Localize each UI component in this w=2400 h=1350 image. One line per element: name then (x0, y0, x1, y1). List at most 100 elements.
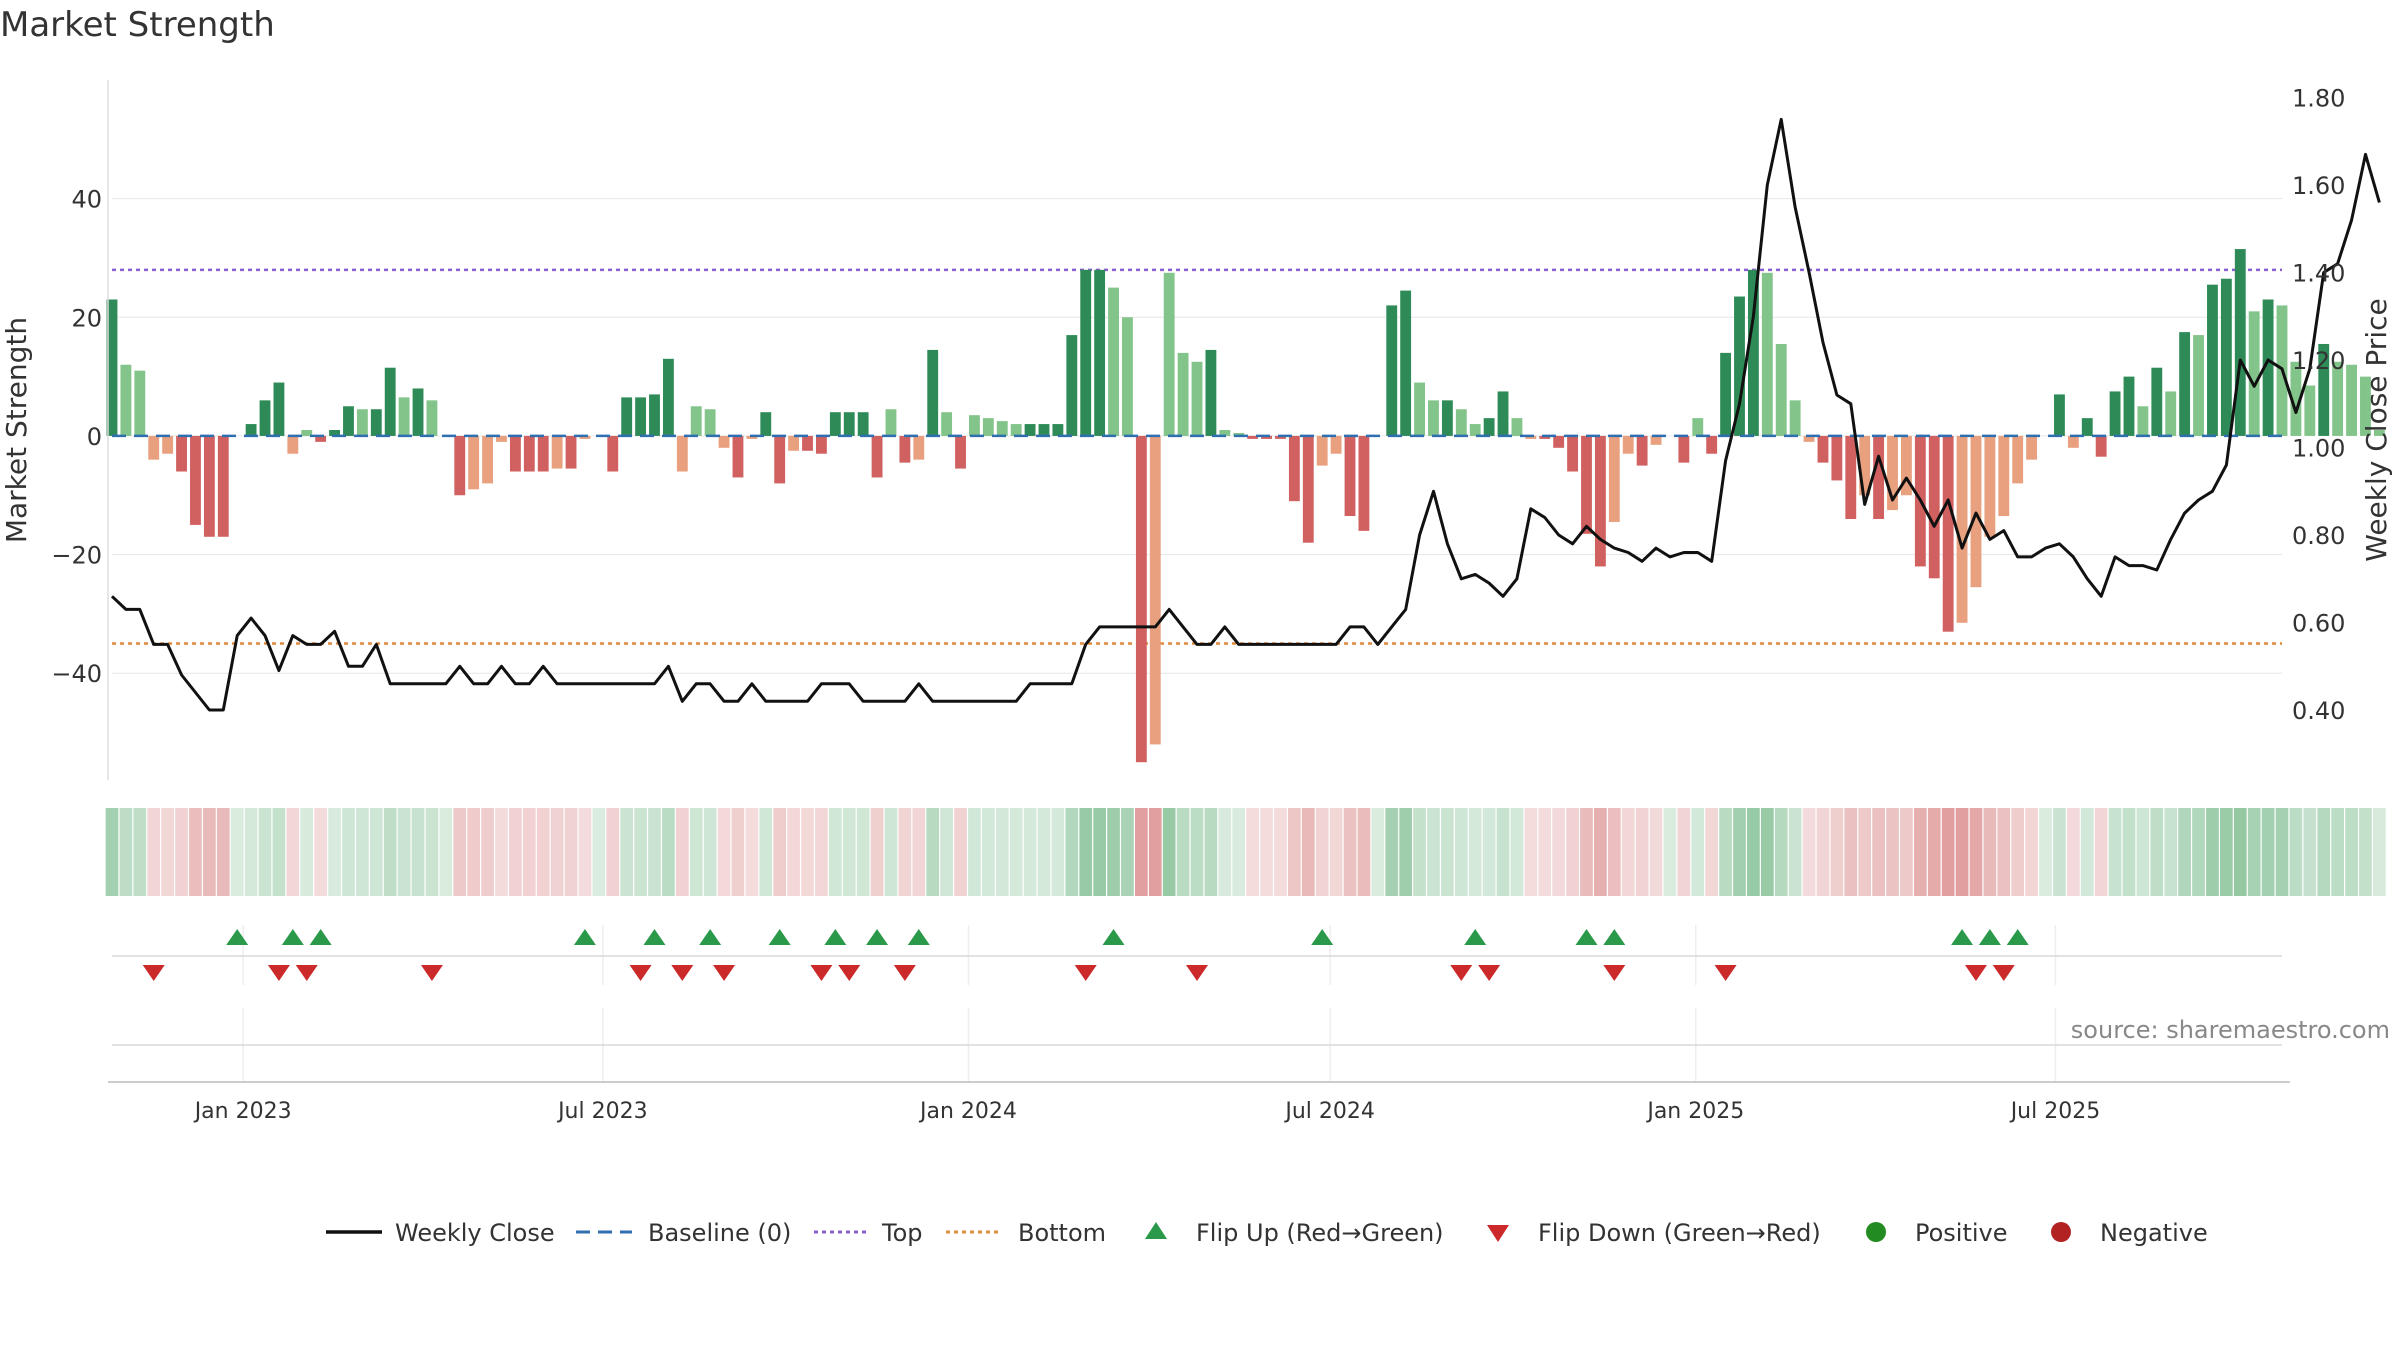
strength-bar (2109, 391, 2121, 436)
strength-bar (2123, 376, 2135, 436)
strength-band-cell (1009, 808, 1023, 896)
strength-band-cell (1232, 808, 1246, 896)
strength-band-cell (1107, 808, 1120, 896)
x-tick-label: Jul 2023 (556, 1099, 648, 1124)
strength-band-cell (2011, 808, 2025, 896)
strength-band-cell (870, 808, 884, 896)
strength-band-cell (175, 808, 188, 896)
strength-band-cell (2303, 808, 2317, 896)
strength-bar (273, 382, 285, 436)
strength-bar (1094, 269, 1106, 436)
strength-bar (426, 400, 438, 436)
strength-bar (2373, 430, 2385, 436)
strength-band-cell (1983, 808, 1997, 896)
strength-bar (829, 412, 841, 436)
strength-bar (565, 435, 577, 469)
strength-bar (217, 435, 229, 537)
strength-band-cell (1663, 808, 1677, 896)
flip-down-marker (420, 965, 443, 981)
strength-band-cell (759, 808, 773, 896)
y-left-tick-label: 20 (71, 304, 102, 332)
strength-band-cell (995, 808, 1009, 896)
strength-bar (1428, 400, 1439, 436)
strength-band-cell (2289, 808, 2303, 896)
strength-bar (843, 412, 855, 436)
strength-bar (1163, 272, 1175, 436)
y-right-tick-label: 1.40 (2292, 260, 2345, 288)
strength-bar (1803, 435, 1815, 442)
strength-band-cell (189, 808, 202, 896)
strength-bar (1191, 361, 1203, 436)
flip-down-marker (1186, 965, 1208, 981)
strength-bar (1469, 424, 1481, 436)
strength-bar (774, 435, 786, 484)
strength-band-cell (1148, 808, 1162, 896)
strength-bar (1873, 435, 1885, 519)
strength-band-cell (2220, 808, 2233, 896)
strength-band-cell (773, 808, 787, 896)
strength-bar (2332, 361, 2344, 436)
strength-bar (523, 435, 535, 472)
strength-bar (1108, 287, 1119, 436)
strength-bar (315, 435, 327, 442)
strength-band-cell (926, 808, 940, 896)
strength-band-cell (1454, 808, 1468, 896)
strength-band-cell (1830, 808, 1844, 896)
strength-band-cell (203, 808, 216, 896)
strength-bar (1859, 435, 1871, 496)
strength-bar (2067, 435, 2079, 448)
y-left-tick-label: −40 (51, 660, 102, 688)
strength-band-cell (842, 808, 856, 896)
strength-bar (676, 435, 688, 472)
reference-lines (112, 268, 2282, 645)
strength-band-strip (105, 808, 2386, 896)
strength-bar (1608, 435, 1620, 522)
strength-bar (1024, 424, 1036, 436)
y-left-tick-label: 0 (87, 423, 102, 451)
flip-down-marker (267, 965, 290, 981)
strength-band-cell (1677, 808, 1691, 896)
strength-bar (857, 412, 869, 436)
flip-up-marker (1311, 929, 1334, 945)
flip-down-marker (1714, 965, 1737, 981)
flip-down-marker (671, 965, 694, 981)
strength-band-cell (1955, 808, 1969, 896)
strength-bar (1956, 435, 1968, 623)
flip-down-marker (810, 965, 833, 981)
strength-band-cell (342, 808, 355, 896)
strength-bar (287, 435, 299, 454)
strength-band-cell (1552, 808, 1566, 896)
strength-band-cell (314, 808, 328, 896)
strength-bar (2220, 278, 2232, 436)
strength-bar (509, 435, 521, 472)
strength-band-cell (1927, 808, 1941, 896)
strength-band-cell (787, 808, 800, 896)
weekly-close-line (110, 117, 2381, 712)
strength-band-cell (286, 808, 300, 896)
strength-bar (343, 406, 354, 436)
strength-band-cell (1969, 808, 1983, 896)
strength-band-cell (1719, 808, 1732, 896)
strength-bar (1038, 424, 1050, 436)
strength-band-cell (662, 808, 675, 896)
strength-bar (1247, 435, 1259, 439)
strength-band-cell (1427, 808, 1440, 896)
strength-bar (2262, 299, 2274, 436)
strength-band-cell (1607, 808, 1621, 896)
strength-band-cell (675, 808, 689, 896)
strength-bar (621, 397, 633, 436)
flip-up-marker (768, 929, 791, 945)
strength-band-cell (2192, 808, 2205, 896)
legend-label: Negative (2100, 1219, 2208, 1247)
strength-bar (1734, 296, 1745, 436)
strength-bar (1581, 435, 1592, 534)
y-right-tick-label: 0.60 (2292, 610, 2345, 638)
strength-bar (1942, 435, 1954, 632)
strength-band-cell (689, 808, 703, 896)
y-right-tick-label: 1.80 (2292, 85, 2345, 113)
flip-down-marker (1603, 965, 1626, 981)
strength-band-cell (1441, 808, 1454, 896)
strength-bar (1622, 435, 1634, 454)
strength-bar (1177, 352, 1189, 436)
strength-band-cell (1524, 808, 1538, 896)
